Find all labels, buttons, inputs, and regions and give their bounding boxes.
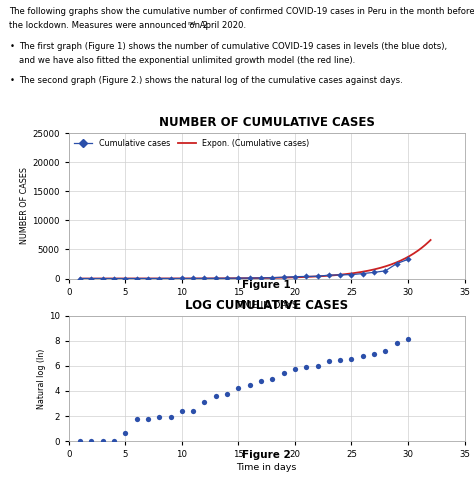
Text: •: •	[9, 42, 15, 51]
Text: and we have also fitted the exponential unlimited growth model (the red line).: and we have also fitted the exponential …	[19, 56, 355, 65]
X-axis label: TIME IN DAYS: TIME IN DAYS	[235, 301, 298, 310]
Text: The second graph (Figure 2.) shows the natural log of the cumulative cases again: The second graph (Figure 2.) shows the n…	[19, 76, 403, 85]
Y-axis label: Natural log (ln): Natural log (ln)	[37, 348, 46, 409]
Text: •: •	[9, 76, 15, 85]
Text: Figure 1: Figure 1	[242, 281, 291, 290]
Text: the lockdown. Measures were announced on 2: the lockdown. Measures were announced on…	[9, 21, 209, 30]
Title: LOG CUMULATIVE CASES: LOG CUMULATIVE CASES	[185, 299, 348, 312]
Text: April 2020.: April 2020.	[197, 21, 246, 30]
Text: nd: nd	[187, 21, 195, 26]
Text: Figure 2: Figure 2	[242, 450, 291, 459]
Title: NUMBER OF CUMULATIVE CASES: NUMBER OF CUMULATIVE CASES	[159, 116, 374, 129]
Y-axis label: NUMBER OF CASES: NUMBER OF CASES	[20, 167, 29, 245]
Legend: Cumulative cases, Expon. (Cumulative cases): Cumulative cases, Expon. (Cumulative cas…	[71, 136, 312, 151]
Text: The following graphs show the cumulative number of confirmed COVID-19 cases in P: The following graphs show the cumulative…	[9, 7, 474, 16]
Text: The first graph (Figure 1) shows the number of cumulative COVID-19 cases in leve: The first graph (Figure 1) shows the num…	[19, 42, 447, 51]
X-axis label: Time in days: Time in days	[237, 463, 297, 472]
